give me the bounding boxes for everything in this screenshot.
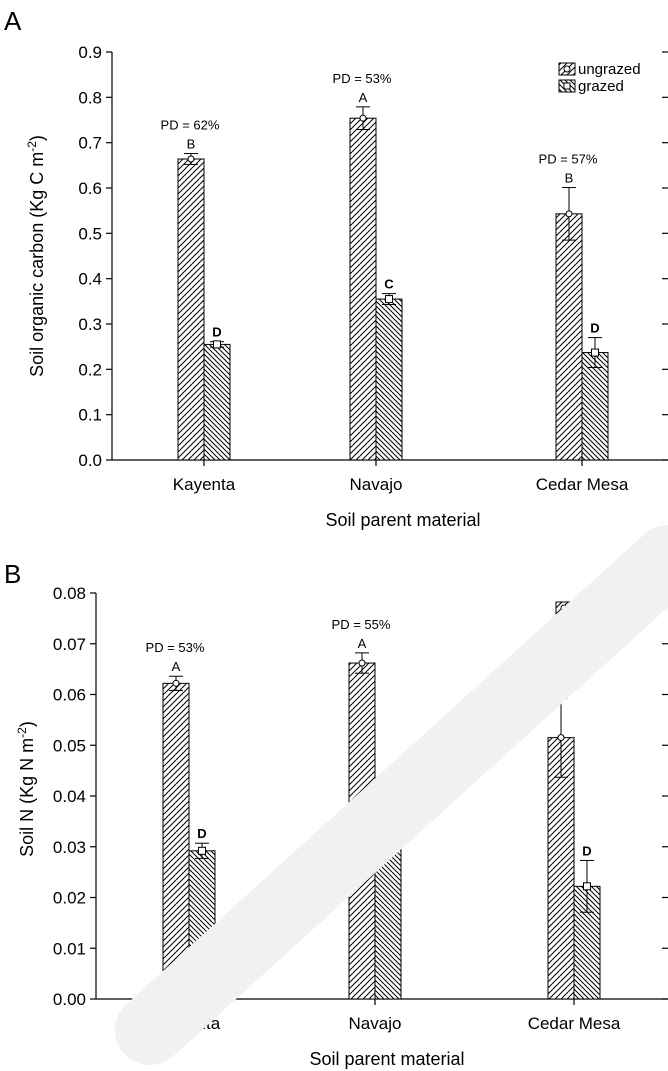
x-tick-label: Cedar Mesa — [536, 475, 629, 494]
bar-ungrazed — [349, 117, 377, 461]
legend-marker-grazed — [560, 621, 568, 629]
y-tick-label: 0.6 — [78, 179, 102, 198]
panel-b-x-axis-title: Soil parent material — [309, 1049, 464, 1069]
x-tick-label: Navajo — [350, 475, 403, 494]
y-tick-label: 0.1 — [78, 406, 102, 425]
y-tick-label: 0.9 — [78, 43, 102, 62]
panel-a-letter: A — [4, 6, 22, 36]
panel-a-legend: ungrazed grazed — [558, 61, 641, 95]
mean-marker-grazed — [583, 882, 591, 891]
y-tick-label: 0.2 — [78, 360, 102, 379]
legend-marker-ungrazed — [563, 65, 571, 73]
mean-marker-ungrazed — [359, 114, 367, 122]
mean-marker-ungrazed — [557, 734, 565, 742]
panel-a-x-axis-title: Soil parent material — [325, 510, 480, 530]
legend-marker-ungrazed — [560, 604, 568, 612]
significance-letter: D — [212, 325, 221, 340]
mean-marker-ungrazed — [187, 155, 195, 163]
pd-annotation: PD = 57% — [539, 152, 598, 167]
y-tick-label: 0.7 — [78, 134, 102, 153]
bar-grazed — [188, 850, 216, 1000]
panel-b-y-axis-title-main: Soil N (Kg N m — [17, 738, 37, 857]
x-tick-label: Navajo — [349, 1014, 402, 1033]
pd-annotation: PD = 62% — [161, 118, 220, 133]
bar-ungrazed — [177, 158, 205, 461]
significance-letter: B — [565, 171, 574, 186]
x-tick-label: Cedar Mesa — [528, 1014, 621, 1033]
significance-letter: B — [187, 137, 196, 152]
panel-a-y-axis-title-close: ) — [27, 135, 47, 141]
y-tick-label: 0.5 — [78, 224, 102, 243]
bar-ungrazed — [162, 682, 190, 1000]
panel-b: B 0.00 0.01 0.02 0.03 0.04 0.05 0.06 0.07 0.08 Ka… — [4, 559, 668, 1069]
mean-marker-ungrazed — [172, 679, 180, 687]
significance-letter: B — [557, 681, 566, 696]
significance-letter: A — [358, 636, 367, 651]
mean-marker-ungrazed — [358, 659, 366, 667]
panel-b-y-axis-title: Soil N (Kg N m-2) — [15, 721, 37, 857]
pd-annotation: PD = 53% — [333, 71, 392, 86]
legend-marker-grazed — [563, 82, 571, 90]
bar-grazed — [203, 343, 231, 461]
mean-marker-grazed — [591, 348, 599, 357]
pd-annotation: PD = 56% — [531, 662, 590, 677]
y-tick-label: 0.00 — [53, 990, 86, 1009]
significance-letter: D — [582, 843, 591, 858]
pd-annotation: PD = 53% — [146, 640, 205, 655]
mean-marker-ungrazed — [565, 210, 573, 218]
legend-label-grazed: grazed — [575, 617, 621, 634]
significance-letter: C — [384, 277, 394, 292]
legend-label-ungrazed: ungrazed — [575, 600, 638, 617]
significance-letter: C — [383, 802, 393, 817]
significance-letter: A — [172, 659, 181, 674]
pd-annotation: PD = 55% — [332, 617, 391, 632]
bar-ungrazed — [348, 662, 376, 1000]
panel-b-y-axis-title-sup: -2 — [15, 727, 29, 738]
panel-a-y-axis-title: Soil organic carbon (Kg C m-2) — [25, 135, 47, 377]
y-tick-label: 0.03 — [53, 838, 86, 857]
x-tick-label: Kayenta — [158, 1014, 221, 1033]
significance-letter: D — [590, 321, 599, 336]
bar-ungrazed — [555, 213, 583, 461]
y-tick-label: 0.05 — [53, 736, 86, 755]
y-tick-label: 0.06 — [53, 686, 86, 705]
panel-a-y-axis-title-main: Soil organic carbon (Kg C m — [27, 152, 47, 377]
panel-b-plot: 0.00 0.01 0.02 0.03 0.04 0.05 0.06 0.07 0.08 Kaye… — [53, 584, 668, 1033]
bar-grazed — [581, 352, 609, 461]
panel-b-y-axis-title-close: ) — [17, 721, 37, 727]
bar-grazed — [374, 823, 402, 1000]
mean-marker-grazed — [385, 295, 393, 304]
panel-b-legend: ungrazed grazed — [555, 600, 638, 634]
legend-label-ungrazed: ungrazed — [578, 61, 641, 78]
significance-letter: D — [197, 826, 206, 841]
y-tick-label: 0.08 — [53, 584, 86, 603]
bar-grazed — [375, 298, 403, 461]
mean-marker-grazed — [198, 846, 206, 855]
y-tick-label: 0.0 — [78, 451, 102, 470]
legend-label-grazed: grazed — [578, 78, 624, 95]
panel-b-letter: B — [4, 559, 21, 589]
mean-marker-grazed — [213, 340, 221, 349]
panel-a: A 0.0 0.1 0.2 0.3 0.4 0.5 0.6 0.7 0.8 0.9 Kayenta B… — [4, 6, 668, 530]
y-tick-label: 0.07 — [53, 635, 86, 654]
y-tick-label: 0.04 — [53, 787, 86, 806]
x-tick-label: Kayenta — [173, 475, 236, 494]
y-tick-label: 0.3 — [78, 315, 102, 334]
panel-a-y-axis-title-sup: -2 — [25, 141, 39, 152]
mean-marker-grazed — [384, 819, 392, 828]
y-tick-label: 0.8 — [78, 88, 102, 107]
significance-letter: A — [359, 90, 368, 105]
y-tick-label: 0.4 — [78, 270, 102, 289]
y-tick-label: 0.01 — [53, 939, 86, 958]
panel-a-plot: 0.0 0.1 0.2 0.3 0.4 0.5 0.6 0.7 0.8 0.9 Kayenta B D P… — [78, 43, 668, 494]
y-tick-label: 0.02 — [53, 889, 86, 908]
